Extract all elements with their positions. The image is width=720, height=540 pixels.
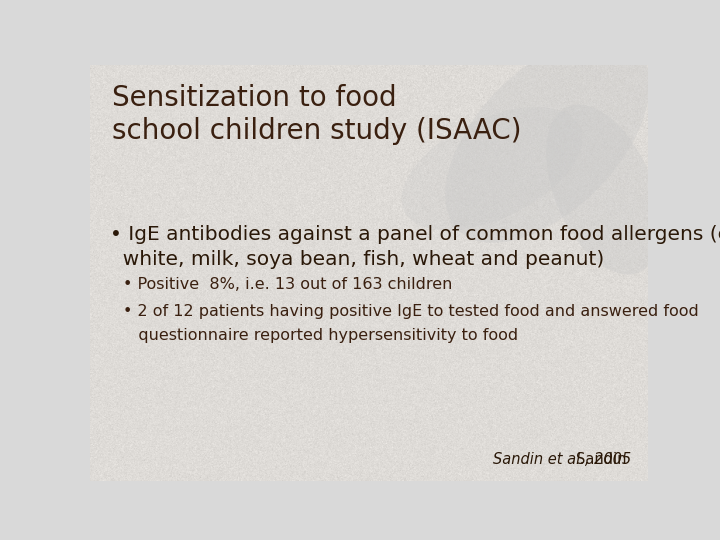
Text: Sandin: Sandin <box>576 453 631 467</box>
Text: Sandin et al., 2005: Sandin et al., 2005 <box>493 453 631 467</box>
Text: Sensitization to food
school children study (ISAAC): Sensitization to food school children st… <box>112 84 522 145</box>
Text: questionnaire reported hypersensitivity to food: questionnaire reported hypersensitivity … <box>124 328 518 342</box>
Ellipse shape <box>546 105 660 274</box>
Ellipse shape <box>445 36 650 243</box>
Text: white, milk, soya bean, fish, wheat and peanut): white, milk, soya bean, fish, wheat and … <box>109 250 604 269</box>
Text: • 2 of 12 patients having positive IgE to tested food and answered food: • 2 of 12 patients having positive IgE t… <box>124 304 699 319</box>
Text: • Positive  8%, i.e. 13 out of 163 children: • Positive 8%, i.e. 13 out of 163 childr… <box>124 277 453 292</box>
Text: • IgE antibodies against a panel of common food allergens (egg: • IgE antibodies against a panel of comm… <box>109 225 720 244</box>
Ellipse shape <box>402 107 582 231</box>
